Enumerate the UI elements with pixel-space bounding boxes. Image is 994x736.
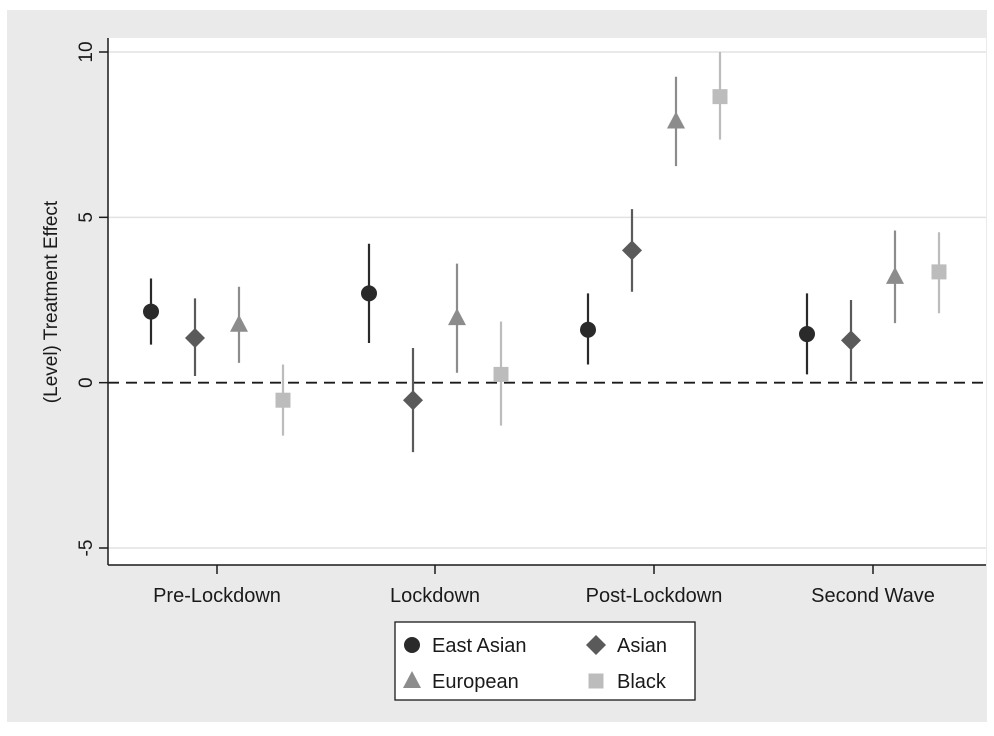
legend-marker-european <box>403 671 421 688</box>
marks-layer <box>143 52 947 453</box>
point-european <box>230 314 248 332</box>
point-black <box>712 89 728 105</box>
point-asian <box>841 330 861 351</box>
y-tick-label: -5 <box>76 540 97 557</box>
point-east-asian <box>799 326 815 343</box>
point-european <box>886 266 904 284</box>
point-european <box>448 308 466 326</box>
x-tick-label: Second Wave <box>811 585 935 607</box>
y-tick-label: 0 <box>76 377 97 388</box>
point-black <box>931 264 947 280</box>
legend-label-asian: Asian <box>617 635 667 657</box>
legend-marker-black <box>588 673 604 689</box>
legend-label-east-asian: East Asian <box>432 635 527 657</box>
point-east-asian <box>143 303 159 320</box>
legend-label-black: Black <box>617 671 667 693</box>
legend-marker-east-asian <box>404 637 420 653</box>
y-axis-label: (Level) Treatment Effect <box>41 200 62 403</box>
point-black <box>493 366 509 382</box>
plot-area <box>108 38 986 565</box>
point-east-asian <box>580 321 596 338</box>
legend-label-european: European <box>432 671 519 693</box>
axis-layer: -5 0 5 10 Pre-Lockdown Lockdown Post-Lockdown S… <box>76 38 986 607</box>
grid-layer <box>108 51 986 549</box>
point-east-asian <box>361 285 377 302</box>
point-asian <box>622 240 642 261</box>
x-tick-label: Post-Lockdown <box>586 585 723 607</box>
legend: East Asian Asian European Black <box>394 621 696 701</box>
point-european <box>667 111 685 129</box>
point-asian <box>185 328 205 349</box>
point-asian <box>403 390 423 411</box>
legend-box <box>394 621 696 701</box>
y-tick-label: 5 <box>76 212 97 223</box>
legend-marker-asian <box>586 635 606 655</box>
x-tick-label: Pre-Lockdown <box>153 585 281 607</box>
x-tick-label: Lockdown <box>390 585 480 607</box>
point-black <box>275 392 291 408</box>
y-tick-label: 10 <box>76 41 97 62</box>
